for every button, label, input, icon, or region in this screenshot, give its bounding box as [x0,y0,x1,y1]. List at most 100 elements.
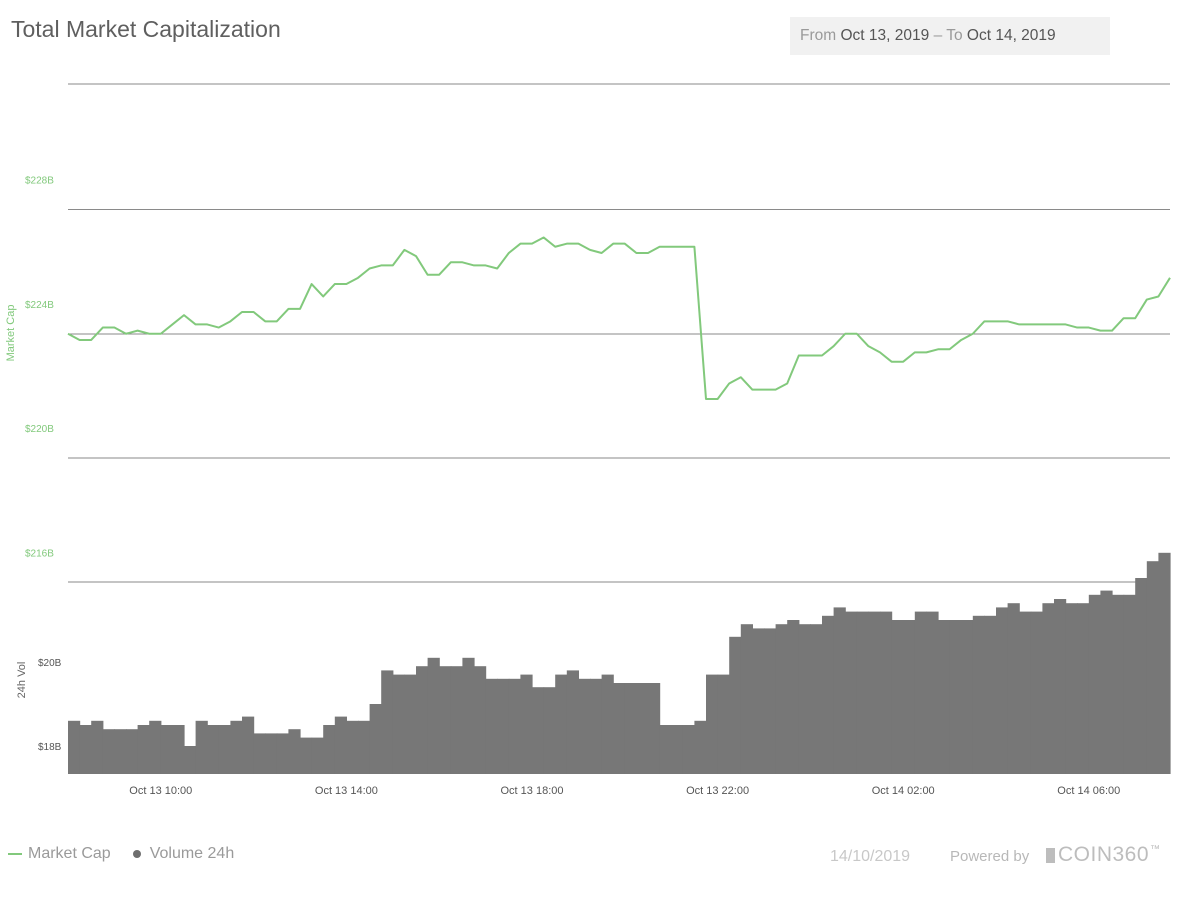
volume-bar [659,725,672,774]
volume-bar [822,615,835,774]
x-tick-label: Oct 13 14:00 [315,785,378,797]
volume-bar [126,729,139,774]
volume-bar [694,720,707,774]
volume-bar [311,737,324,774]
volume-bar [300,737,313,774]
volume-bar [1088,594,1101,774]
volume-bar [590,678,603,774]
volume-bar [949,620,962,774]
volume-bar [1158,552,1171,774]
volume-bar [207,725,220,774]
volume-bar [624,683,637,774]
market-cap-tick-label: $216B [25,548,54,559]
to-date[interactable]: Oct 14, 2019 [966,27,1056,44]
volume-bar [671,725,684,774]
volume-bar [717,674,730,774]
volume-bar [1112,594,1125,774]
x-tick-label: Oct 13 18:00 [501,785,564,797]
x-tick-label: Oct 14 06:00 [1057,785,1120,797]
market-cap-line-swatch [8,853,22,855]
volume-bar [752,628,765,774]
volume-bar [462,657,475,774]
volume-bar [648,683,661,774]
volume-bar [555,674,568,774]
volume-bar [265,733,278,774]
volume-bar [1100,590,1113,774]
volume-bar [740,624,753,774]
volume-bar [798,624,811,774]
volume-bar [1007,603,1020,774]
x-tick-label: Oct 14 02:00 [872,785,935,797]
volume-bar [1042,603,1055,774]
volume-bar [497,678,510,774]
volume-bar [184,746,197,774]
volume-bar [450,666,463,774]
volume-bar [682,725,695,774]
volume-bar [218,725,231,774]
to-label: To [946,27,963,44]
coin360-logo[interactable]: COIN360 ™ [1046,843,1161,867]
volume-bar [856,611,869,774]
volume-bar [996,607,1009,774]
volume-bar [346,720,359,774]
volume-bar [810,624,823,774]
volume-bar [439,666,452,774]
volume-bar [288,729,301,774]
volume-bar [474,666,487,774]
volume-bar [392,674,405,774]
volume-bar [1123,594,1136,774]
coin360-logo-icon [1046,847,1055,863]
volume-bar [543,687,556,774]
volume-bar [276,733,289,774]
volume-bar [961,620,974,774]
volume-bar [334,716,347,774]
volume-bar [833,607,846,774]
volume-bar [938,620,951,774]
from-date[interactable]: Oct 13, 2019 [840,27,930,44]
date-range-picker[interactable]: From Oct 13, 2019 – To Oct 14, 2019 [790,17,1110,55]
volume-bar [485,678,498,774]
volume-bar [323,725,336,774]
volume-tick-label: $18B [38,742,62,753]
volume-bar [1135,578,1148,774]
market-cap-tick-label: $228B [25,176,54,187]
volume-bar [578,678,591,774]
x-tick-label: Oct 13 22:00 [686,785,749,797]
volume-bar [1030,611,1043,774]
powered-by-label: Powered by [950,848,1030,865]
volume-bar [195,720,208,774]
volume-bar [230,720,243,774]
volume-bar [775,624,788,774]
volume-bar [601,674,614,774]
volume-bar [532,687,545,774]
volume-bar [613,683,626,774]
volume-bar [520,674,533,774]
trademark: ™ [1150,843,1161,855]
volume-bar [114,729,127,774]
volume-bar [1077,603,1090,774]
legend-volume[interactable]: Volume 24h [149,845,235,862]
volume-bar [358,720,371,774]
volume-bar [160,725,173,774]
brand-name: COIN360 [1058,843,1150,866]
volume-bar [416,666,429,774]
volume-bar [102,729,115,774]
volume-bar [369,704,382,774]
chart-legend: Market Cap Volume 24h [8,845,234,863]
volume-bar [868,611,881,774]
volume-bar [845,611,858,774]
volume-bar [149,720,162,774]
x-tick-label: Oct 13 10:00 [129,785,192,797]
range-separator: – [933,27,943,44]
volume-bar [1019,611,1032,774]
volume-bar [404,674,417,774]
volume-bar [706,674,719,774]
volume-bar [729,636,742,774]
volume-bar [764,628,777,774]
volume-bar [91,720,104,774]
volume-bar [137,725,150,774]
page-title: Total Market Capitalization [11,16,281,42]
legend-market-cap[interactable]: Market Cap [28,845,111,862]
volume-bar [903,620,916,774]
volume-bar [891,620,904,774]
